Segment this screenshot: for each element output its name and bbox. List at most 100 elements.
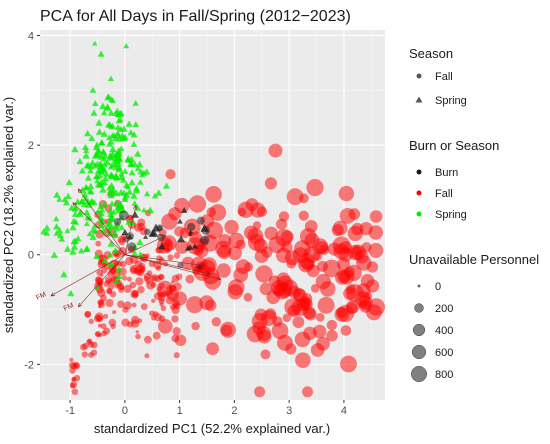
legend-key-spring [415,96,423,103]
data-point [107,240,115,247]
data-point [337,257,350,271]
data-point [113,218,122,226]
data-point [271,322,289,340]
data-point [331,224,344,237]
data-point [95,240,102,247]
data-point [64,192,72,199]
data-point [169,291,174,296]
data-point [245,198,259,212]
data-point [93,173,101,180]
data-point [127,242,137,252]
data-point [84,310,92,318]
data-point [84,129,92,137]
data-point [101,200,109,207]
data-point [83,147,90,153]
data-point [94,180,103,188]
data-point [327,242,341,256]
data-point [347,225,363,242]
data-point [124,183,131,190]
data-point [278,211,290,222]
data-point [92,227,99,234]
data-point [266,290,281,305]
data-point [162,290,168,296]
data-point [106,189,114,196]
data-point [201,226,210,235]
data-point [81,143,89,150]
data-point [144,353,150,359]
data-point [268,143,283,158]
data-point [164,239,172,248]
data-point [136,264,145,274]
data-point [125,218,133,225]
data-point [165,296,175,305]
x-tick-label: -1 [65,405,75,417]
data-point [157,233,165,242]
data-point [146,280,156,290]
data-point [123,43,130,49]
data-point [95,128,104,135]
data-point [315,312,325,322]
data-point [187,222,196,231]
data-point [205,186,222,203]
data-point [83,245,91,252]
data-point [319,281,336,297]
data-point [137,251,144,258]
data-point [73,375,81,382]
data-point [125,257,134,266]
data-point [115,265,123,273]
data-point [107,283,115,291]
data-point [113,175,120,181]
data-point [243,262,254,272]
data-point [347,244,364,261]
data-point [99,166,106,173]
data-point [158,319,173,334]
loading-vector-head [205,271,210,276]
data-point [105,298,114,308]
data-point [65,178,73,185]
data-point [63,199,70,206]
data-point [163,182,170,189]
data-point [91,222,99,229]
data-point [107,214,115,221]
data-point [356,255,372,271]
data-point [285,343,297,355]
data-point [312,238,329,255]
data-point [143,234,149,239]
data-point [92,143,100,151]
data-point [79,186,87,193]
data-point [280,230,294,244]
legend: Season Fall Spring Burn or Season Burn Fall Sp… [409,46,539,382]
data-point [130,140,138,147]
data-point [143,272,152,281]
data-point [326,329,338,342]
data-point [115,202,123,210]
data-point [217,244,232,260]
data-point [130,319,140,328]
x-tick-label: 1 [177,405,183,417]
data-point [94,208,101,215]
data-point [97,221,105,229]
data-point [104,159,112,166]
data-point [188,195,207,213]
data-point [112,222,120,229]
data-point [115,117,123,124]
data-point [98,210,105,217]
data-point [166,285,173,292]
data-point [128,169,136,176]
legend-key [416,169,422,175]
data-point [186,296,204,314]
data-point [70,217,78,224]
data-point [101,330,107,337]
x-tick-label: 3 [286,405,292,417]
data-point [108,161,116,168]
data-point [86,188,94,195]
data-point [89,233,97,240]
data-point [133,204,142,211]
data-point [100,109,108,116]
data-point [135,333,141,340]
data-point [256,326,272,341]
data-point [298,210,309,221]
data-point [115,147,123,154]
data-point [77,208,84,215]
x-tick-label: 2 [231,405,237,417]
